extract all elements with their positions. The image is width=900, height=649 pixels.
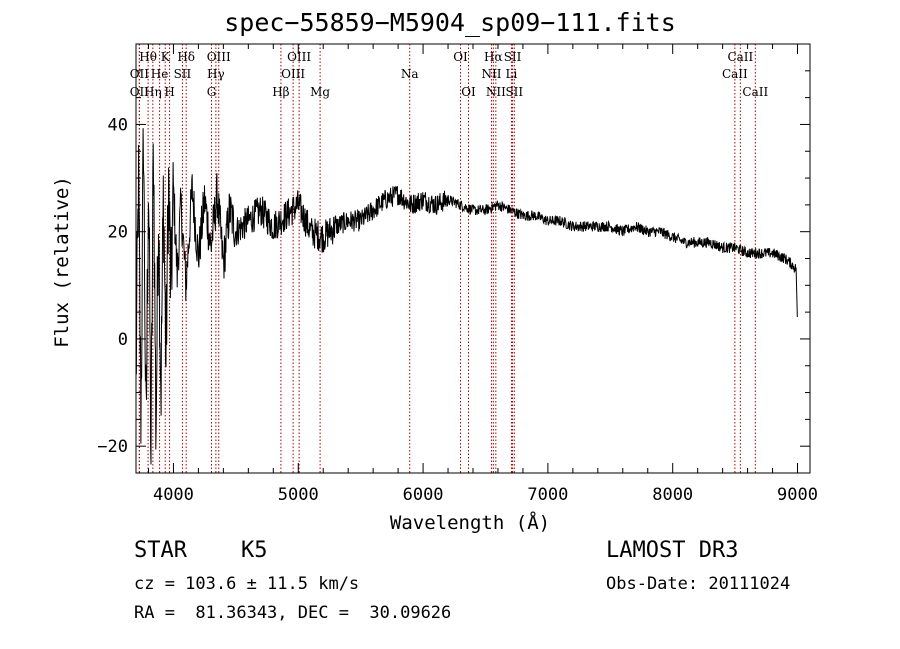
- line-label-G: G: [207, 85, 217, 99]
- plot-frame: [135, 43, 811, 474]
- line-label-Hβ: Hβ: [272, 85, 289, 99]
- spectrum-series: [135, 128, 798, 465]
- coordinates: RA = 81.36343, DEC = 30.09626: [134, 603, 452, 623]
- line-label-Na: Na: [401, 67, 419, 81]
- object-class: STAR: [134, 538, 187, 563]
- line-label-SII: SII: [174, 67, 192, 81]
- line-label-Hα: Hα: [484, 50, 503, 64]
- spectrum-line: [135, 128, 798, 465]
- line-label-OII: OII: [130, 85, 150, 99]
- x-tick-label: 4000: [153, 485, 194, 505]
- survey-name: LAMOST DR3: [606, 538, 739, 563]
- x-tick-label: 5000: [278, 485, 319, 505]
- x-axis-label: Wavelength (Å): [390, 511, 550, 534]
- line-label-SII: SII: [504, 50, 522, 64]
- chart-title: spec−55859−M5904_sp09−111.fits: [224, 8, 676, 37]
- line-label-OI: OI: [453, 50, 468, 64]
- emission-line-markers: [138, 44, 756, 473]
- line-label-CaII: CaII: [722, 67, 748, 81]
- x-tick-label: 8000: [652, 485, 693, 505]
- line-label-H: H: [164, 85, 174, 99]
- line-label-OIII: OIII: [287, 50, 311, 64]
- line-label-Hδ: Hδ: [177, 50, 195, 64]
- y-tick-label: 40: [108, 115, 128, 135]
- redshift-line: cz = 103.6 ± 11.5 km/s: [134, 574, 360, 594]
- y-tick-label: 0: [118, 330, 128, 350]
- line-label-OIII: OIII: [281, 67, 305, 81]
- y-tick-label: −20: [97, 437, 128, 457]
- line-label-Hθ: Hθ: [139, 50, 157, 64]
- line-label-SII: SII: [505, 85, 523, 99]
- line-label-CaII: CaII: [727, 50, 753, 64]
- y-axis-label: Flux (relative): [51, 176, 73, 348]
- y-tick-label: 20: [108, 223, 128, 243]
- line-label-OIII: OIII: [207, 50, 231, 64]
- x-tick-label: 7000: [527, 485, 568, 505]
- obs-date: Obs-Date: 20111024: [606, 574, 791, 594]
- line-label-Hη: Hη: [144, 85, 162, 99]
- line-label-K: K: [161, 50, 171, 64]
- x-tick-label: 9000: [777, 485, 818, 505]
- line-label-OII: OII: [130, 67, 150, 81]
- line-label-Mg: Mg: [310, 85, 330, 99]
- line-label-He: He: [151, 67, 169, 81]
- line-label-Li: Li: [506, 67, 518, 81]
- line-label-NII: NII: [481, 67, 501, 81]
- x-tick-label: 6000: [403, 485, 444, 505]
- line-label-OI: OI: [461, 85, 476, 99]
- axis-ticks: [136, 43, 810, 474]
- line-label-NII: NII: [486, 85, 506, 99]
- axis-tick-labels: 4000 5000 6000 7000 8000 9000 −20 0 20 40: [97, 115, 818, 505]
- line-label-Hγ: Hγ: [207, 67, 225, 81]
- line-label-CaII: CaII: [742, 85, 768, 99]
- object-subclass: K5: [241, 538, 268, 563]
